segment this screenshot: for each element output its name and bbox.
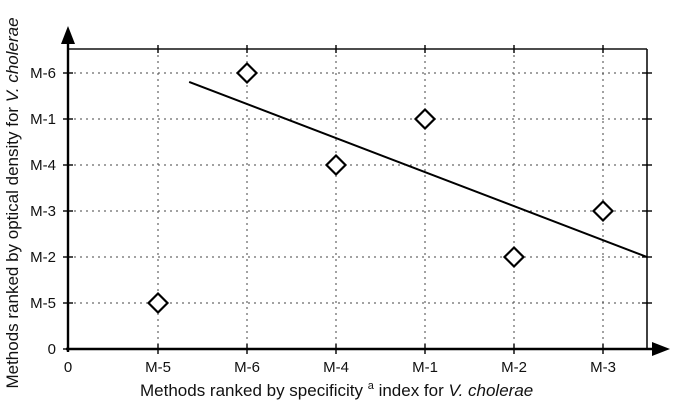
y-tick-label: 0 [48,341,56,358]
diamond-marker-icon [235,61,259,85]
diamond-marker-icon [502,245,526,269]
y-tick-label: M-4 [30,157,56,174]
diamond-marker-icon [324,153,348,177]
y-tick-label: M-3 [30,203,56,220]
data-points [146,61,615,315]
y-tick-labels: 0 M-5 M-2 M-3 M-4 M-1 M-6 [30,65,56,358]
x-tick-label: 0 [64,359,72,376]
x-tick-label: M-5 [145,359,171,376]
trend-line [188,80,648,258]
y-axis-title: Methods ranked by optical density for V.… [3,17,22,388]
tick-marks [63,45,652,354]
diamond-marker-icon [413,107,437,131]
regression-line [188,80,648,258]
x-tick-label: M-2 [501,359,527,376]
y-axis-arrow-icon [61,26,75,44]
plot-frame [68,48,648,349]
x-tick-label: M-3 [590,359,616,376]
x-axis-title: Methods ranked by specificity a index fo… [140,380,533,400]
y-tick-label: M-5 [30,295,56,312]
x-tick-label: M-1 [412,359,438,376]
x-tick-labels: 0 M-5 M-6 M-4 M-1 M-2 M-3 [64,359,616,376]
axes [61,26,670,356]
diamond-marker-icon [146,291,170,315]
x-tick-label: M-6 [234,359,260,376]
y-tick-label: M-1 [30,111,56,128]
diamond-marker-icon [591,199,615,223]
y-tick-label: M-6 [30,65,56,82]
x-axis-arrow-icon [652,342,670,356]
x-tick-label: M-4 [323,359,349,376]
y-tick-label: M-2 [30,249,56,266]
